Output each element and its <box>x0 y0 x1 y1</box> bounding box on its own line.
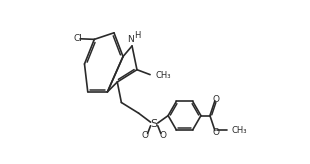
Text: O: O <box>160 131 167 140</box>
Text: O: O <box>142 131 149 140</box>
Text: CH₃: CH₃ <box>155 72 170 80</box>
Text: S: S <box>151 119 158 129</box>
Text: N: N <box>127 35 134 44</box>
Text: Cl: Cl <box>74 34 83 43</box>
Text: H: H <box>134 31 140 40</box>
Text: O: O <box>213 128 220 136</box>
Text: CH₃: CH₃ <box>232 126 247 135</box>
Text: O: O <box>213 95 220 104</box>
